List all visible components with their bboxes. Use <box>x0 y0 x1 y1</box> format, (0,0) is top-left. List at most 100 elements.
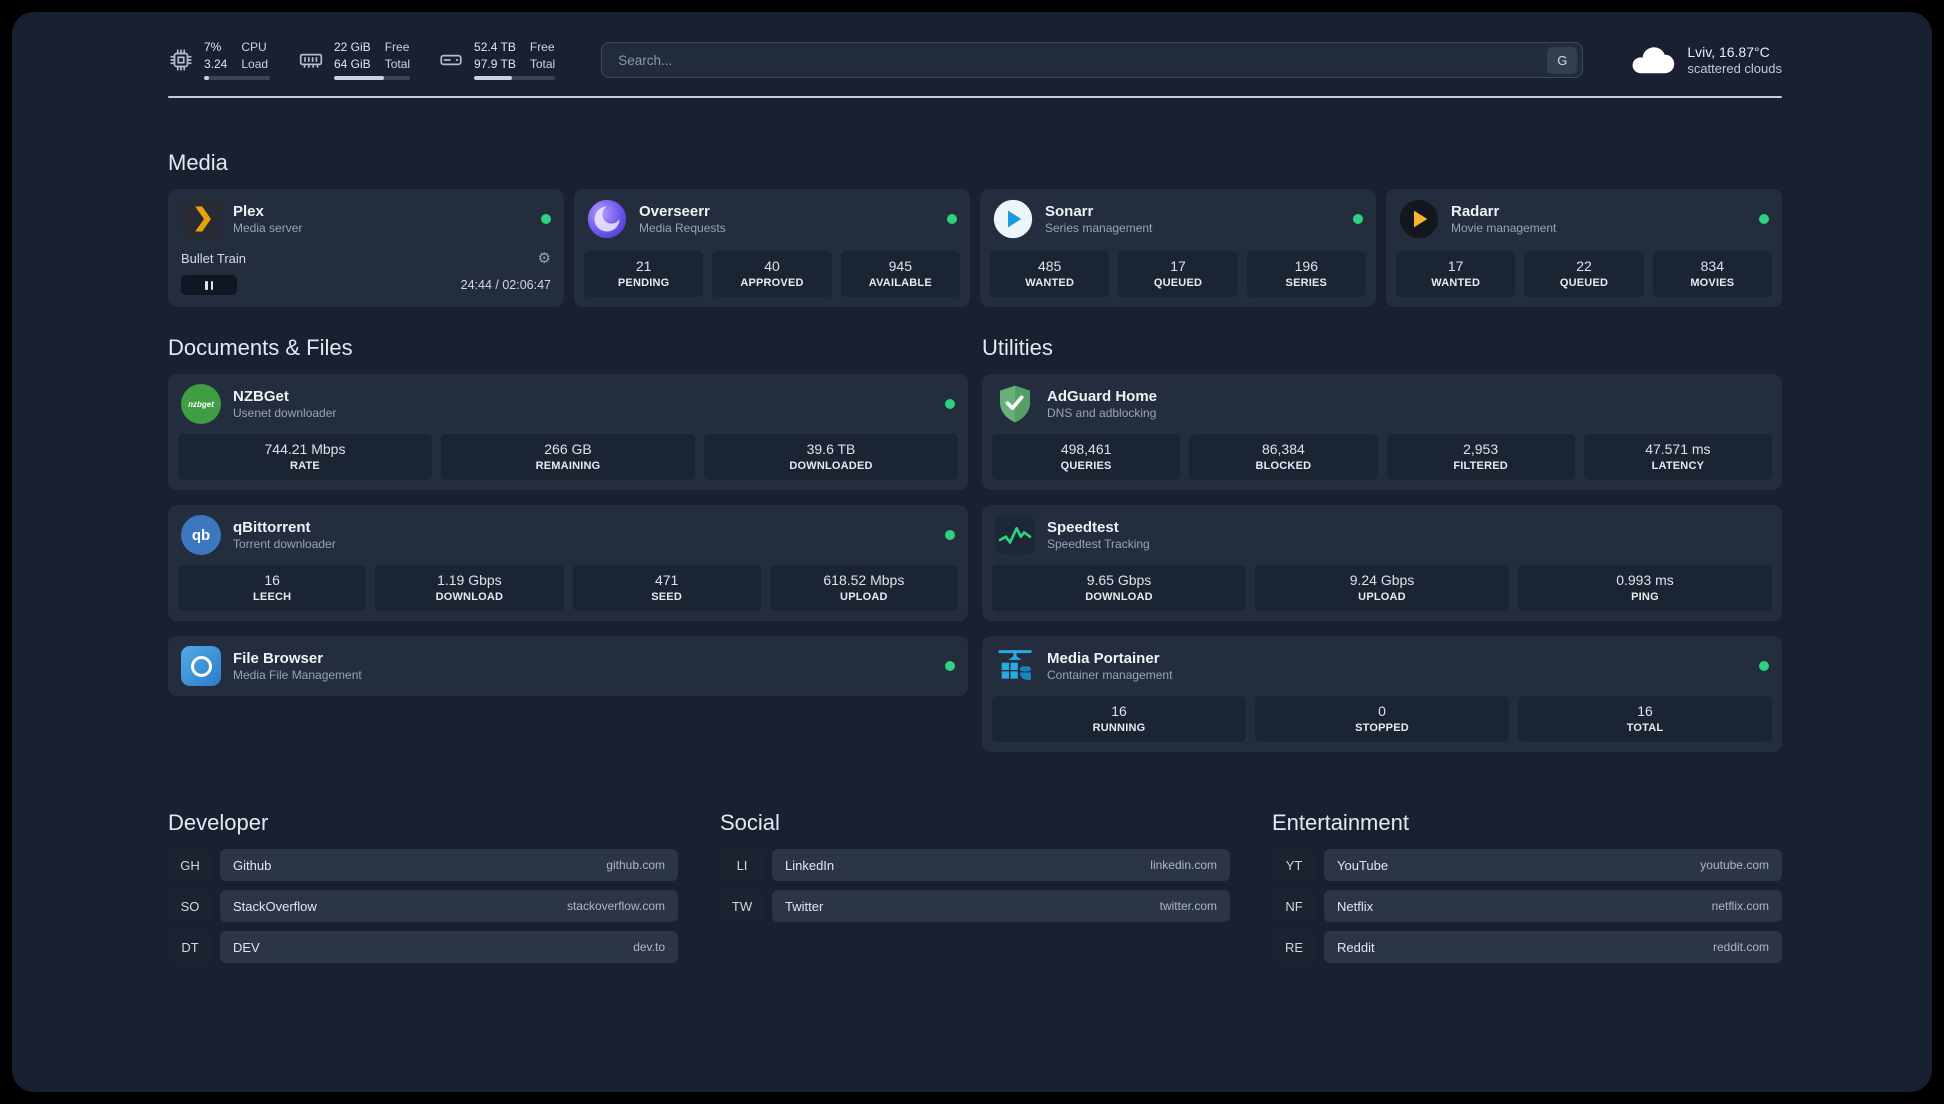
resource-value: 52.4 TB <box>474 40 516 54</box>
stat-tile: 196 SERIES <box>1246 251 1366 298</box>
stat-tile: 266 GB REMAINING <box>441 434 695 481</box>
pause-button[interactable] <box>181 275 237 296</box>
bookmarks-row: Developer GH Github github.com SO StackOverfl… <box>168 810 1782 964</box>
stat-value: 86,384 <box>1261 441 1305 458</box>
stat-label: SEED <box>651 591 682 604</box>
stat-label: DOWNLOAD <box>1085 591 1153 604</box>
service-description: Container management <box>1047 668 1173 683</box>
service-name: NZBGet <box>233 388 289 406</box>
service-card-qbittorrent[interactable]: qb qBittorrent Torrent downloader 16 LEECH 1.… <box>168 505 968 622</box>
service-card-sonarr[interactable]: Sonarr Series management 485 WANTED 17 QUEUED… <box>980 189 1376 308</box>
stat-label: PING <box>1631 591 1659 604</box>
status-dot-online <box>945 661 955 672</box>
bookmark-url: netflix.com <box>1711 899 1769 914</box>
bookmark-abbr: LI <box>720 849 764 882</box>
bookmark-netflix[interactable]: NF Netflix netflix.com <box>1272 890 1782 923</box>
bookmark-abbr: GH <box>168 849 212 882</box>
bookmark-url: dev.to <box>633 940 665 955</box>
bookmark-url: twitter.com <box>1159 899 1217 914</box>
search-input[interactable] <box>616 51 1548 69</box>
stat-value: 17 <box>1170 258 1186 275</box>
stat-label: UPLOAD <box>840 591 888 604</box>
resource-value: 22 GiB <box>334 40 371 54</box>
bookmark-url: stackoverflow.com <box>566 899 665 914</box>
stat-tile: 471 SEED <box>572 565 761 612</box>
overseerr-icon <box>587 199 627 239</box>
service-card-plex[interactable]: Plex Media server Bullet Train ⚙ 24:44 / 02:… <box>168 189 564 308</box>
service-name: Radarr <box>1451 203 1500 221</box>
stat-label: LEECH <box>252 591 292 604</box>
service-card-radarr[interactable]: Radarr Movie management 17 WANTED 22 QUEUED 83… <box>1386 189 1782 308</box>
plex-icon <box>181 199 221 240</box>
section-title-media: Media <box>168 150 228 176</box>
service-name: File Browser <box>233 650 324 668</box>
bookmark-url: github.com <box>606 858 665 873</box>
search-provider-button[interactable]: G <box>1547 46 1578 74</box>
stat-value: 47.571 ms <box>1645 441 1711 458</box>
service-description: Torrent downloader <box>233 537 336 552</box>
bookmark-linkedin[interactable]: LI LinkedIn linkedin.com <box>720 849 1230 882</box>
resource-readout: 52.4 TB 97.9 TB Free Total <box>474 40 556 81</box>
resource-readout: 22 GiB 64 GiB Free Total <box>334 40 411 81</box>
stat-tile: 485 WANTED <box>990 251 1110 298</box>
qbittorrent-icon: qb <box>181 515 221 556</box>
stat-tile: 9.24 Gbps UPLOAD <box>1255 565 1509 612</box>
resource-progressbar <box>474 76 556 81</box>
service-card-adguard[interactable]: AdGuard Home DNS and adblocking 498,461 QUE… <box>982 374 1782 491</box>
stat-tile: 744.21 Mbps RATE <box>178 434 432 481</box>
stat-tile: 618.52 Mbps UPLOAD <box>769 565 958 612</box>
bookmark-dev[interactable]: DT DEV dev.to <box>168 931 678 964</box>
stat-label: TOTAL <box>1626 722 1664 735</box>
resource-value: 7% <box>204 40 222 54</box>
stat-value: 945 <box>888 258 912 275</box>
stat-tile: 2,953 FILTERED <box>1386 434 1575 481</box>
bookmark-name: StackOverflow <box>233 898 317 914</box>
stat-label: APPROVED <box>740 277 804 290</box>
status-dot-online <box>945 530 955 541</box>
bookmark-stackoverflow[interactable]: SO StackOverflow stackoverflow.com <box>168 890 678 923</box>
topbar-divider <box>168 96 1782 99</box>
resource-progress-fill <box>334 76 385 81</box>
stat-tile: 498,461 QUERIES <box>992 434 1181 481</box>
stat-label: DOWNLOAD <box>435 591 504 604</box>
stat-value: 16 <box>264 572 280 589</box>
search-bar[interactable]: G <box>601 42 1584 79</box>
service-card-portainer[interactable]: Media Portainer Container management 16 RUN… <box>982 636 1782 753</box>
stat-value: 196 <box>1294 258 1318 275</box>
bookmark-group-entertainment: Entertainment YT YouTube youtube.com NF Netfl… <box>1272 810 1782 964</box>
now-playing-title: Bullet Train <box>181 251 247 267</box>
bookmark-youtube[interactable]: YT YouTube youtube.com <box>1272 849 1782 882</box>
bookmark-twitter[interactable]: TW Twitter twitter.com <box>720 890 1230 923</box>
bookmark-reddit[interactable]: RE Reddit reddit.com <box>1272 931 1782 964</box>
stat-value: 0.993 ms <box>1616 572 1674 589</box>
service-card-filebrowser[interactable]: File Browser Media File Management <box>168 636 968 697</box>
status-dot-online <box>1759 661 1769 672</box>
bookmark-abbr: SO <box>168 890 212 923</box>
stat-value: 21 <box>635 258 652 275</box>
status-dot-online <box>947 214 957 225</box>
service-description: DNS and adblocking <box>1047 406 1157 421</box>
service-description: Series management <box>1045 221 1153 236</box>
bookmark-url: youtube.com <box>1700 858 1769 873</box>
settings-gear-icon[interactable]: ⚙ <box>537 250 551 268</box>
service-description: Media Requests <box>639 221 726 236</box>
service-name: Sonarr <box>1045 203 1094 221</box>
bookmark-github[interactable]: GH Github github.com <box>168 849 678 882</box>
stat-tile: 16 TOTAL <box>1518 696 1772 743</box>
bookmark-name: Github <box>233 857 272 873</box>
status-dot-online <box>945 399 955 410</box>
service-card-nzbget[interactable]: nzbget NZBGet Usenet downloader 744.21 Mbps… <box>168 374 968 491</box>
bookmark-abbr: YT <box>1272 849 1316 882</box>
section-title-developer: Developer <box>168 810 269 836</box>
service-card-overseerr[interactable]: Overseerr Media Requests 21 PENDING 40 APPROV… <box>574 189 970 308</box>
service-name: Speedtest <box>1047 519 1119 537</box>
service-name: Media Portainer <box>1047 650 1160 668</box>
resource-label: Total <box>384 56 411 71</box>
service-name: qBittorrent <box>233 519 311 537</box>
service-card-speedtest[interactable]: Speedtest Speedtest Tracking 9.65 Gbps DOWN… <box>982 505 1782 622</box>
topbar: 7% 3.24 CPU Load 22 GiB 64 GiB Free Total 52.4 T… <box>168 40 1782 81</box>
stat-value: 0 <box>1378 703 1386 720</box>
stat-value: 2,953 <box>1463 441 1499 458</box>
stat-value: 17 <box>1447 258 1464 275</box>
stat-value: 471 <box>654 572 679 589</box>
